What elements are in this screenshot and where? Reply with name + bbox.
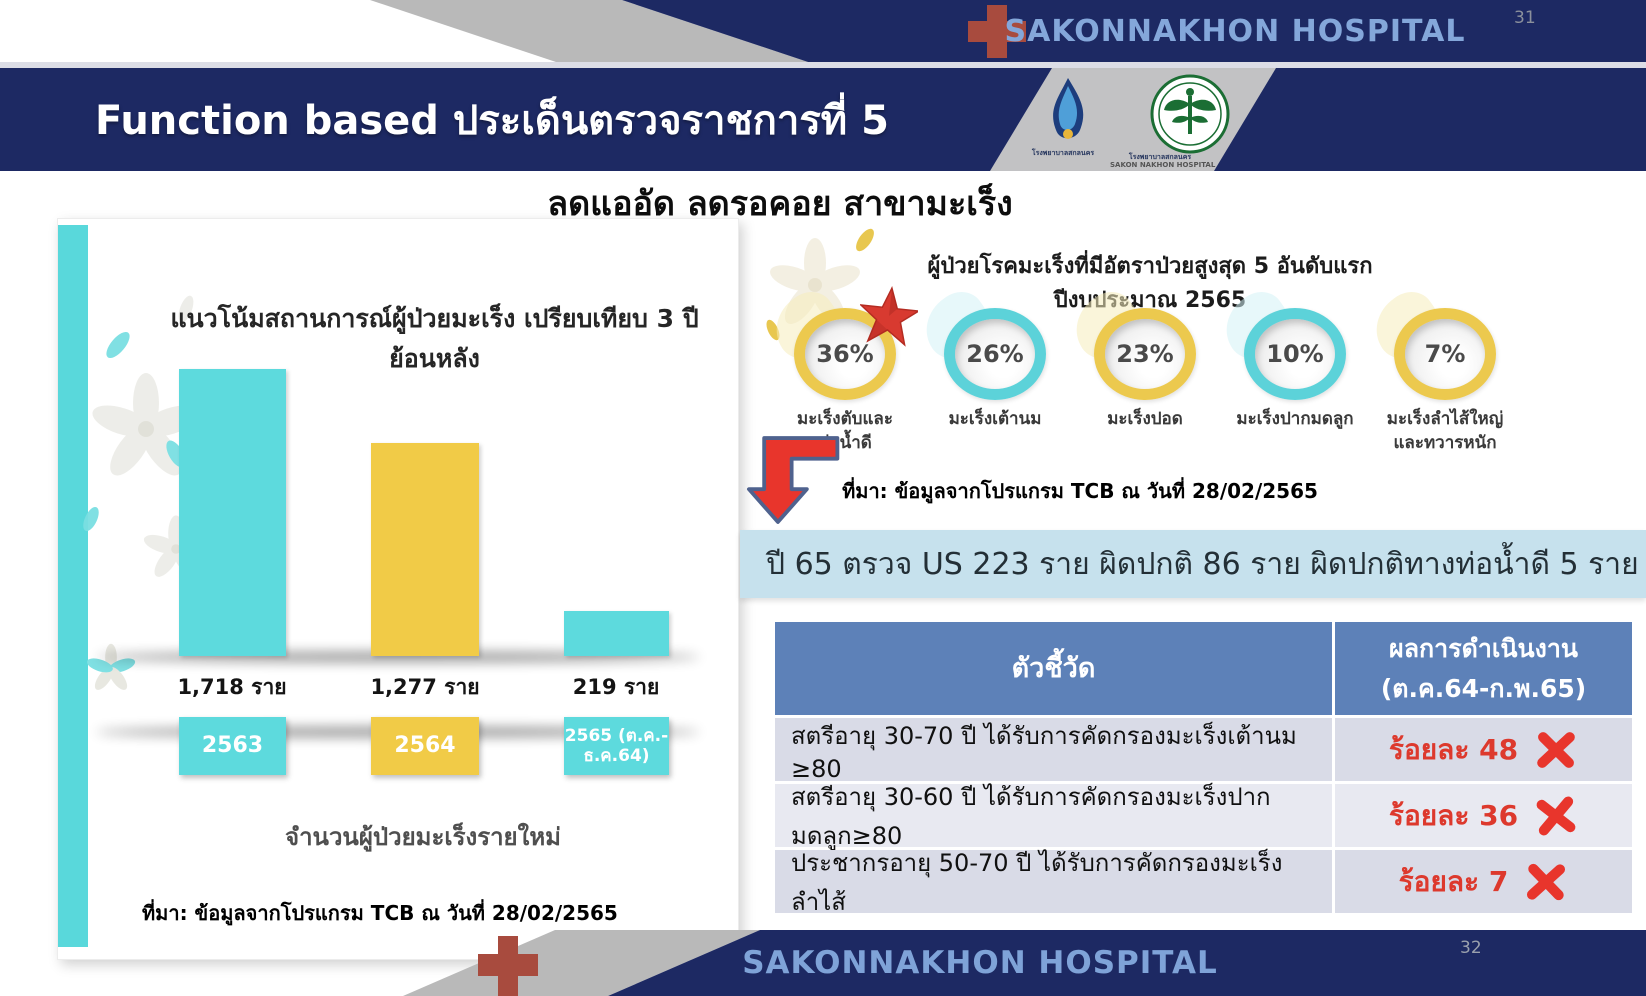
- donut-label: มะเร็งเต้านม: [912, 408, 1078, 432]
- top-hospital-name: SAKONNAKHON HOSPITAL: [1004, 13, 1466, 49]
- header-text-line1: ผลการดำเนินงาน: [1389, 633, 1578, 663]
- donut-ring: 10%: [1244, 308, 1346, 400]
- table-row-result: ร้อยละ 48: [1335, 718, 1632, 781]
- year-text: 2565 (ต.ค.-: [564, 725, 669, 746]
- down-arrow-callout: [747, 436, 840, 524]
- donut-ring: 23%: [1094, 308, 1196, 400]
- card-accent-strip: [58, 225, 88, 947]
- hospital-logo: [1053, 78, 1084, 139]
- bar-value-label: 1,277 ราย: [370, 675, 480, 699]
- donut-percent: 36%: [816, 340, 874, 368]
- donut-label-line2: และทวารหนัก: [1393, 432, 1497, 453]
- donut-cervical-cancer: 10% มะเร็งปากมดลูก: [1212, 282, 1370, 462]
- table-row-indicator: สตรีอายุ 30-70 ปี ได้รับการคัดกรองมะเร็ง…: [775, 718, 1332, 783]
- trend-chart-card: แนวโน้มสถานการณ์ผู้ป่วยมะเร็ง เปรียบเทีย…: [57, 218, 739, 960]
- year-text: 2563: [201, 732, 264, 758]
- table-header-indicator: ตัวชี้วัด: [775, 622, 1332, 715]
- table-row-result: ร้อยละ 36: [1335, 784, 1632, 847]
- year-label-2563: 2563: [179, 717, 286, 775]
- x-axis-label: จำนวนผู้ป่วยมะเร็งรายใหม่: [285, 823, 561, 851]
- donut-label: มะเร็งปอด: [1062, 408, 1228, 432]
- donut-label-line1: มะเร็งลำไส้ใหญ่: [1386, 409, 1504, 429]
- moph-logo-caption-en: SAKON NAKHON HOSPITAL: [1110, 161, 1216, 169]
- top-band-graphic: [0, 0, 1646, 62]
- table-row-result: ร้อยละ 7: [1335, 850, 1632, 913]
- donut-label-line1: มะเร็งปากมดลูก: [1236, 409, 1354, 429]
- indicator-text: สตรีอายุ 30-70 ปี ได้รับการคัดกรองมะเร็ง…: [791, 722, 1297, 783]
- indicator-text: สตรีอายุ 30-60 ปี ได้รับการคัดกรองมะเร็ง…: [791, 782, 1271, 850]
- fail-x-icon: [1527, 863, 1566, 900]
- result-value: ร้อยละ 7: [1398, 864, 1509, 898]
- footer-band-graphic: [403, 930, 1646, 996]
- donut-percent: 26%: [966, 340, 1024, 368]
- donut-colorectal-cancer: 7% มะเร็งลำไส้ใหญ่ และทวารหนัก: [1362, 282, 1520, 462]
- bar-2564: [371, 443, 479, 656]
- moph-logo-caption-th: โรงพยาบาลสกลนคร: [1128, 153, 1192, 161]
- hospital-logo-caption: โรงพยาบาลสกลนคร: [1031, 149, 1095, 157]
- table-row-indicator: สตรีอายุ 30-60 ปี ได้รับการคัดกรองมะเร็ง…: [775, 783, 1332, 850]
- donut-liver-bile-duct-cancer: 36% มะเร็งตับและ ท่อน้ำดี: [762, 282, 920, 462]
- chart-source-note: ที่มา: ข้อมูลจากโปรแกรม TCB ณ วันที่ 28/…: [142, 901, 618, 925]
- indicator-text: ประชากรอายุ 50-70 ปี ได้รับการคัดกรองมะเ…: [791, 848, 1283, 916]
- rank1-star-icon: [860, 286, 918, 347]
- logo-wedge: [990, 68, 1276, 171]
- table-header-result: ผลการดำเนินงาน (ต.ค.64-ก.พ.65): [1335, 622, 1632, 715]
- moph-logo: [1150, 74, 1230, 154]
- donut-percent: 23%: [1116, 340, 1174, 368]
- donut-label-line1: มะเร็งเต้านม: [948, 409, 1042, 429]
- ultrasound-highlight-text: ปี 65 ตรวจ US 223 ราย ผิดปกติ 86 ราย ผิด…: [766, 546, 1639, 582]
- donut-label-line1: มะเร็งปอด: [1107, 409, 1183, 429]
- bar-value-label: 1,718 ราย: [177, 675, 287, 699]
- bar-2565: [564, 611, 669, 656]
- year-text: 2564: [394, 732, 456, 758]
- donut-ring: 26%: [944, 308, 1046, 400]
- slide-title: Function based ประเด็นตรวจราชการที่ 5: [95, 97, 889, 144]
- footer-hospital-name: SAKONNAKHON HOSPITAL: [742, 945, 1218, 981]
- year-text-line2: ธ.ค.64): [583, 746, 650, 766]
- ultrasound-highlight-box: ปี 65 ตรวจ US 223 ราย ผิดปกติ 86 ราย ผิด…: [740, 530, 1646, 598]
- table-row-indicator: ประชากรอายุ 50-70 ปี ได้รับการคัดกรองมะเ…: [775, 849, 1332, 916]
- result-value: ร้อยละ 36: [1388, 798, 1519, 832]
- header-text-line2: (ต.ค.64-ก.พ.65): [1380, 673, 1587, 703]
- hospital-cross-icon: [968, 5, 1026, 58]
- year-label-2565: 2565 (ต.ค.- ธ.ค.64): [564, 717, 669, 775]
- kpi-table: ตัวชี้วัด ผลการดำเนินงาน (ต.ค.64-ก.พ.65)…: [775, 622, 1632, 916]
- donut-breast-cancer: 26% มะเร็งเต้านม: [912, 282, 1070, 462]
- donut-label: มะเร็งปากมดลูก: [1212, 408, 1378, 432]
- donut-label-line1: มะเร็งตับและ: [797, 409, 893, 429]
- title-banner: Function based ประเด็นตรวจราชการที่ 5: [0, 68, 1646, 171]
- donut-percent: 10%: [1266, 340, 1324, 368]
- fail-x-icon: [1536, 796, 1576, 835]
- section-subtitle: ลดแออัด ลดรอคอย สาขามะเร็ง: [547, 184, 1013, 224]
- bar-floor-shadow: [96, 652, 700, 662]
- separator-line: [0, 62, 1646, 68]
- top5-title-line1: ผู้ป่วยโรคมะเร็งที่มีอัตราป่วยสูงสุด 5 อ…: [927, 254, 1373, 279]
- page-number-top: 31: [1514, 8, 1536, 28]
- bar-2563: [179, 369, 286, 656]
- donut-lung-cancer: 23% มะเร็งปอด: [1062, 282, 1220, 462]
- top5-source-note: ที่มา: ข้อมูลจากโปรแกรม TCB ณ วันที่ 28/…: [842, 479, 1318, 503]
- hospital-cross-icon: [478, 936, 538, 996]
- donut-label: มะเร็งลำไส้ใหญ่ และทวารหนัก: [1362, 408, 1528, 456]
- donut-ring: 7%: [1394, 308, 1496, 400]
- donut-percent: 7%: [1424, 340, 1466, 368]
- page-number-bottom: 32: [1460, 938, 1482, 958]
- fail-x-icon: [1537, 731, 1575, 768]
- result-value: ร้อยละ 48: [1388, 732, 1519, 766]
- chart-title: แนวโน้มสถานการณ์ผู้ป่วยมะเร็ง เปรียบเทีย…: [170, 304, 699, 373]
- year-label-2564: 2564: [371, 717, 479, 775]
- bar-value-label: 219 ราย: [572, 675, 660, 699]
- header-text: ตัวชี้วัด: [1011, 652, 1096, 684]
